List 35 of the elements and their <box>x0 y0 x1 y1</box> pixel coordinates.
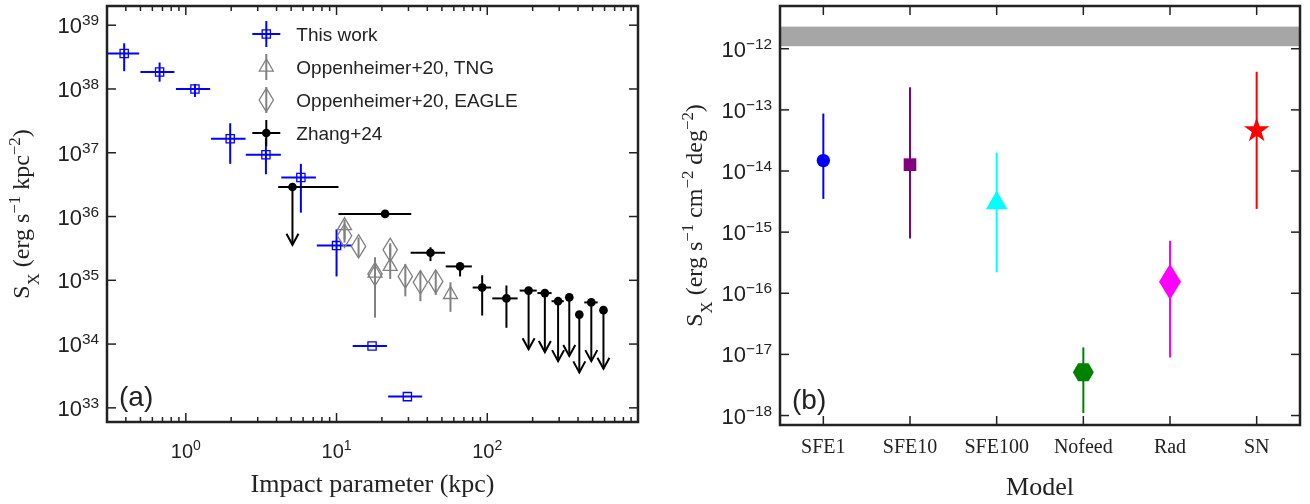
x-tick-label: Nofeed <box>1053 435 1113 457</box>
y-tick-label: 10$^{38}$ <box>57 74 99 102</box>
y-tick-label: 10$^{−17}$ <box>721 339 772 368</box>
legend-label: This work <box>296 24 379 45</box>
y-tick-label: 10$^{34}$ <box>57 329 100 358</box>
point <box>1072 363 1094 382</box>
x-tick-label: 10$^{2}$ <box>472 437 503 462</box>
legend-label: Oppenheimer+20, EAGLE <box>296 90 518 111</box>
y-tick-label: 10$^{−12}$ <box>721 34 772 62</box>
y-tick-label: 10$^{−16}$ <box>721 278 772 307</box>
x-axis-title: Impact parameter (kpc) <box>250 469 495 498</box>
y-tick-label: 10$^{−14}$ <box>721 156 773 184</box>
x-tick-label: SFE100 <box>964 435 1029 457</box>
x-axis-title: Model <box>1006 472 1074 501</box>
x-tick-label: SN <box>1243 435 1270 457</box>
legend-label: Zhang+24 <box>296 123 383 144</box>
y-tick-label: 10$^{39}$ <box>57 10 99 39</box>
y-tick-label: 10$^{−15}$ <box>721 217 772 246</box>
y-tick-label: 10$^{33}$ <box>57 393 99 421</box>
y-tick-label: 10$^{37}$ <box>57 138 99 166</box>
point <box>1243 117 1270 142</box>
x-tick-label: 10$^{1}$ <box>321 437 352 462</box>
point <box>903 158 917 171</box>
x-tick-label: 10$^{0}$ <box>170 437 202 462</box>
y-tick-label: 10$^{36}$ <box>57 202 99 230</box>
x-tick-label: SFE10 <box>882 435 938 457</box>
y-tick-label: 10$^{35}$ <box>57 265 99 294</box>
point <box>816 153 831 168</box>
annotation: (b) <box>792 384 827 415</box>
legend-label: Oppenheimer+20, TNG <box>296 57 494 78</box>
x-tick-label: Rad <box>1153 435 1187 457</box>
y-tick-label: 10$^{−18}$ <box>721 401 772 429</box>
y-tick-label: 10$^{−13}$ <box>721 95 772 123</box>
annotation: (a) <box>119 381 154 412</box>
x-tick-label: SFE1 <box>801 435 846 457</box>
